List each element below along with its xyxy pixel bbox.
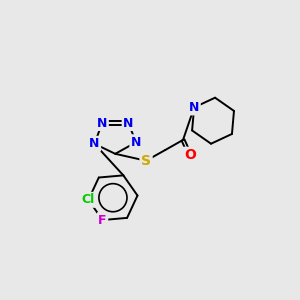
Text: Cl: Cl bbox=[82, 193, 95, 206]
Text: S: S bbox=[141, 154, 151, 168]
Text: O: O bbox=[184, 148, 196, 162]
Text: N: N bbox=[97, 116, 107, 130]
Text: N: N bbox=[131, 136, 141, 149]
Text: N: N bbox=[189, 101, 199, 114]
Text: N: N bbox=[89, 137, 100, 150]
Text: F: F bbox=[98, 214, 107, 226]
Text: N: N bbox=[123, 116, 134, 130]
